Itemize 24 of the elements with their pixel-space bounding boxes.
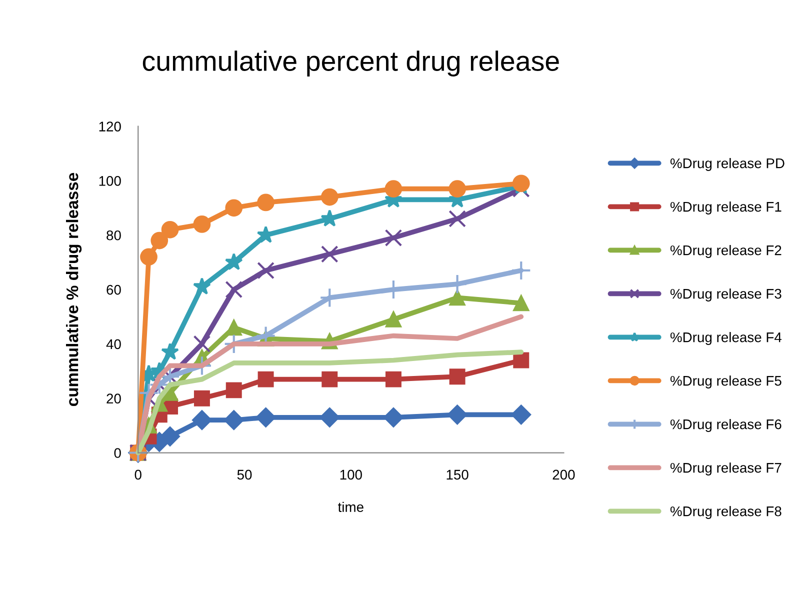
x-axis-title: time [338,502,364,512]
legend-label: %Drug release F2 [670,245,782,258]
y-tick-label: 40 [106,339,121,350]
y-tick-label: 80 [106,230,121,240]
chart-title: cummulative percent drug release [142,50,559,76]
y-tick-label: 20 [106,394,121,404]
y-tick-label: 100 [99,176,121,186]
x-tick-label: 100 [340,470,362,480]
x-tick-label: 50 [237,470,252,480]
legend-label: %Drug release F6 [670,419,782,432]
legend-label: %Drug release F5 [670,376,782,388]
x-tick-label: 200 [552,470,575,480]
y-axis-title: cummulative % drug releasse [66,172,82,406]
legend-label: %Drug release F8 [670,506,782,519]
y-tick-label: 60 [106,284,121,295]
x-tick-label: 150 [446,470,468,480]
y-tick-label: 120 [99,122,121,132]
legend-label: %Drug release F3 [670,288,782,302]
legend-label: %Drug release F1 [670,202,782,214]
legend-label: %Drug release PD [670,158,784,171]
legend-label: %Drug release F7 [670,462,782,476]
x-tick-label: 0 [134,470,142,480]
y-tick-label: 0 [114,448,121,458]
legend-label: %Drug release F4 [670,332,782,345]
